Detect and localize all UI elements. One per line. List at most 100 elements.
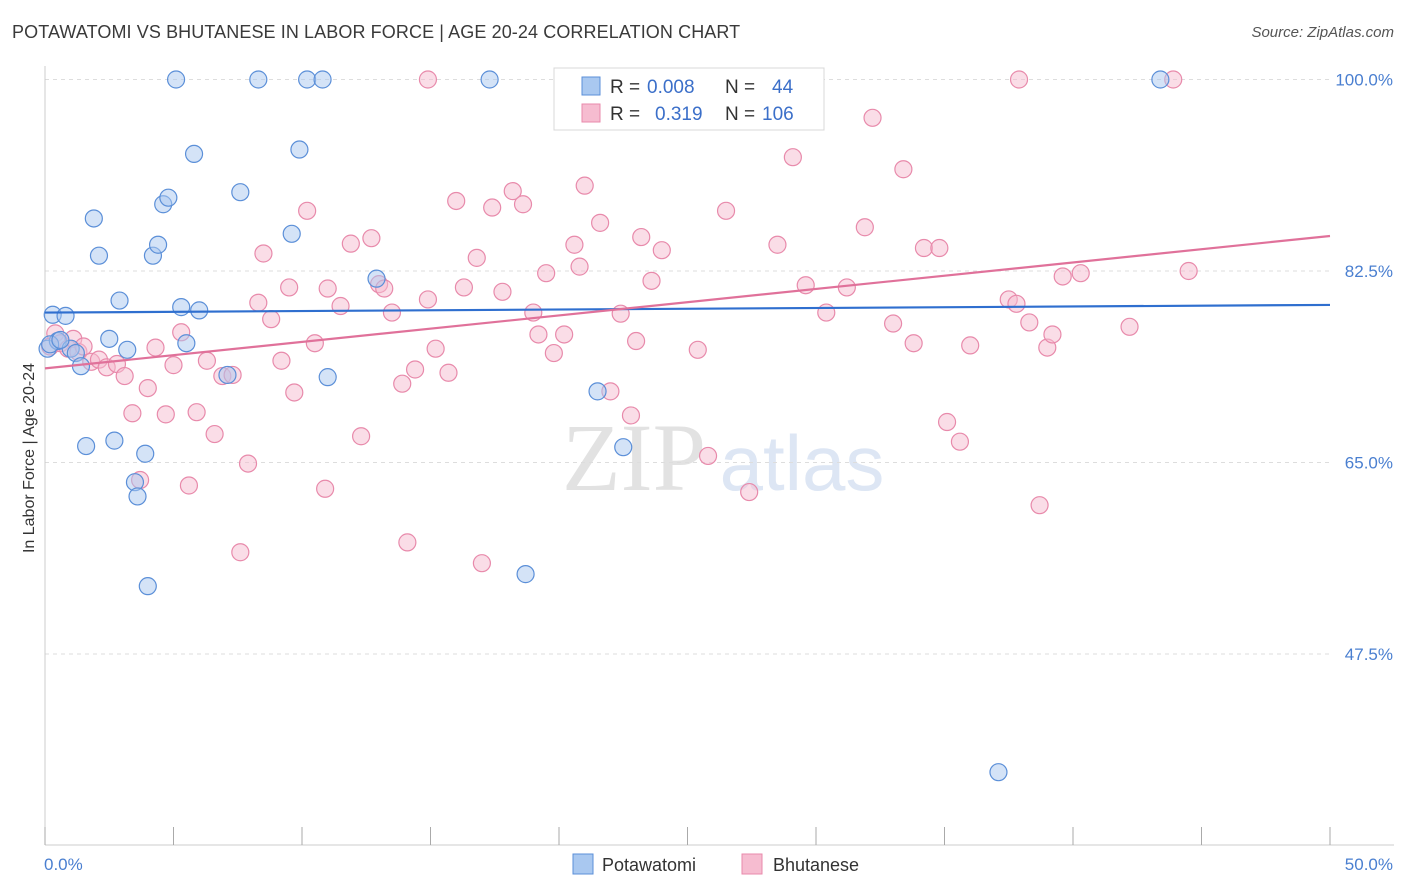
potawatomi-point-23 (172, 298, 191, 317)
bhutanese-point-32 (285, 383, 304, 402)
bhutanese-point-104 (1009, 70, 1029, 89)
bhutanese-point-76 (716, 201, 736, 220)
y-axis-title: In Labor Force | Age 20-24 (21, 363, 38, 553)
bhutanese-point-20 (187, 403, 206, 422)
legend-n-label-2: N = (725, 104, 755, 125)
bhutanese-point-89 (930, 238, 949, 258)
bhutanese-point-43 (382, 303, 402, 322)
potawatomi-point-24 (177, 334, 196, 353)
legend-n-value-1: 44 (772, 77, 794, 98)
bhutanese-point-79 (783, 148, 802, 167)
bhutanese-point-27 (249, 293, 268, 312)
stats-legend: R = 0.008 N = 44 R = 0.319 N = 106 (553, 67, 825, 131)
potawatomi-point-9 (89, 246, 109, 265)
bhutanese-point-48 (426, 339, 445, 358)
legend-n-label-1: N = (725, 77, 755, 98)
bhutanese-point-55 (493, 282, 512, 301)
bhutanese-point-103 (1179, 261, 1198, 281)
legend-swatch-pink (581, 103, 601, 123)
potawatomi-point-12 (110, 291, 129, 310)
bhutanese-point-96 (1030, 496, 1049, 515)
bhutanese-point-74 (688, 340, 707, 359)
bhutanese-point-91 (950, 432, 970, 451)
potawatomi-point-17 (138, 577, 157, 596)
bhutanese-point-45 (398, 533, 417, 552)
legend-n-value-2: 106 (762, 104, 794, 125)
y-tick-label-1: 65.0% (1345, 454, 1393, 473)
potawatomi-point-28 (231, 183, 250, 202)
bottom-legend-swatch-bhutanese (741, 853, 763, 875)
bhutanese-point-15 (146, 338, 165, 357)
x-tick-label-1: 50.0% (1345, 855, 1393, 874)
potawatomi-point-11 (105, 431, 124, 450)
bhutanese-point-85 (883, 314, 903, 333)
potawatomi-point-39 (614, 438, 633, 457)
trend-lines (44, 234, 1331, 370)
potawatomi-point-30 (282, 224, 301, 243)
potawatomi-point-26 (190, 301, 209, 320)
bhutanese-point-72 (642, 271, 661, 290)
y-tick-label-3: 100.0% (1335, 71, 1393, 90)
potawatomi-point-32 (298, 70, 317, 89)
bhutanese-point-60 (537, 264, 556, 283)
potawatomi-trend-line (44, 303, 1331, 314)
x-tick-label-0: 0.0% (44, 855, 83, 874)
bhutanese-point-90 (937, 412, 957, 432)
bhutanese-point-46 (405, 360, 425, 379)
bhutanese-point-35 (316, 479, 335, 498)
bhutanese-point-33 (298, 201, 317, 220)
bhutanese-point-14 (138, 378, 157, 398)
bhutanese-point-92 (961, 336, 980, 355)
bhutanese-point-62 (555, 325, 574, 344)
bhutanese-point-22 (205, 424, 224, 444)
bhutanese-point-75 (698, 446, 718, 466)
potawatomi-point-21 (159, 188, 178, 207)
potawatomi-point-22 (166, 70, 186, 89)
bhutanese-point-50 (447, 191, 466, 211)
bhutanese-point-49 (439, 363, 458, 382)
legend-r-label-2: R = (610, 104, 640, 125)
potawatomi-point-38 (588, 382, 607, 401)
bhutanese-point-21 (197, 351, 217, 370)
potawatomi-point-35 (367, 269, 386, 288)
bhutanese-point-47 (418, 290, 438, 309)
potawatomi-point-40 (989, 763, 1008, 782)
bhutanese-point-53 (472, 554, 491, 573)
bhutanese-point-87 (904, 334, 923, 353)
bhutanese-point-98 (1043, 325, 1062, 344)
bhutanese-point-77 (740, 482, 759, 502)
potawatomi-point-19 (148, 235, 168, 254)
bhutanese-point-12 (123, 404, 142, 423)
legend-swatch-blue (581, 76, 601, 96)
bhutanese-point-73 (652, 241, 671, 260)
bhutanese-point-59 (529, 325, 548, 344)
bhutanese-point-52 (467, 248, 486, 267)
bhutanese-point-28 (254, 244, 273, 263)
bhutanese-point-69 (621, 406, 641, 425)
bhutanese-point-19 (179, 476, 199, 495)
bhutanese-point-63 (565, 235, 584, 254)
bhutanese-point-71 (632, 227, 651, 247)
potawatomi-point-27 (218, 365, 237, 385)
potawatomi-point-37 (516, 565, 535, 584)
bhutanese-point-17 (164, 356, 183, 375)
potawatomi-point-7 (77, 436, 96, 456)
bhutanese-point-105 (418, 70, 438, 89)
bhutanese-point-38 (341, 234, 360, 253)
bhutanese-point-34 (305, 334, 324, 353)
bhutanese-point-64 (570, 257, 589, 276)
potawatomi-point-3 (56, 306, 75, 325)
bhutanese-point-65 (575, 176, 594, 195)
bhutanese-point-37 (331, 296, 350, 316)
series-legend: Potawatomi Bhutanese (572, 853, 859, 875)
bhutanese-point-88 (914, 238, 934, 258)
bottom-legend-label-potawatomi: Potawatomi (602, 855, 696, 875)
bhutanese-point-100 (1071, 264, 1090, 283)
potawatomi-point-15 (128, 487, 147, 506)
bhutanese-point-78 (768, 235, 787, 254)
bhutanese-point-83 (855, 218, 874, 237)
bhutanese-point-81 (817, 303, 836, 322)
chart-title: POTAWATOMI VS BHUTANESE IN LABOR FORCE |… (12, 22, 741, 42)
bhutanese-point-101 (1120, 317, 1139, 336)
